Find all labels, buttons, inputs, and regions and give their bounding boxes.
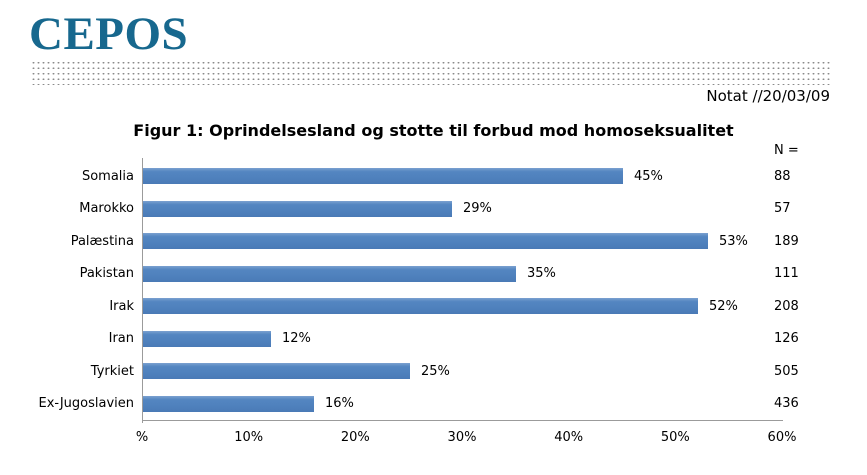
x-tick-label: 40% [554, 430, 584, 445]
value-label: 16% [325, 396, 354, 412]
n-value: 208 [774, 298, 799, 314]
category-label: Pakistan [79, 266, 134, 282]
chart-title: Figur 1: Oprindelsesland og stotte til f… [133, 121, 734, 140]
category-label: Ex-Jugoslavien [38, 396, 135, 412]
n-value: 88 [774, 168, 791, 184]
x-tick-label: 20% [340, 430, 370, 445]
category-label: Tyrkiet [90, 363, 134, 379]
n-value: 505 [774, 363, 799, 379]
bar [143, 395, 314, 412]
notat-date-label: Notat //20/03/09 [706, 87, 830, 105]
bar [143, 233, 708, 250]
n-column-header: N = [774, 143, 799, 158]
x-tick-label: 30% [447, 430, 477, 445]
x-tick-label: 50% [660, 430, 690, 445]
x-tick-label: % [135, 430, 149, 445]
bar [143, 330, 271, 347]
cepos-logo: CEPOS [29, 8, 189, 60]
bar [143, 200, 452, 217]
n-value: 126 [774, 331, 799, 347]
n-value: 189 [774, 233, 799, 249]
category-label: Somalia [81, 168, 134, 184]
value-label: 53% [719, 233, 748, 249]
x-axis-line [142, 420, 783, 421]
value-label: 12% [282, 331, 311, 347]
bar [143, 298, 698, 315]
category-label: Irak [109, 298, 134, 314]
x-tick-label: 60% [767, 430, 797, 445]
value-label: 29% [463, 201, 492, 217]
value-label: 52% [709, 298, 738, 314]
bar [143, 363, 410, 380]
value-label: 45% [634, 168, 663, 184]
category-label: Marokko [79, 201, 134, 217]
bar [143, 265, 516, 282]
dotted-divider [30, 58, 830, 85]
bar [143, 168, 623, 185]
category-label: Palæstina [70, 233, 134, 249]
n-value: 57 [774, 201, 791, 217]
n-value: 111 [774, 266, 799, 282]
value-label: 25% [421, 363, 450, 379]
n-value: 436 [774, 396, 799, 412]
y-axis-line [142, 158, 143, 423]
x-tick-label: 10% [234, 430, 264, 445]
value-label: 35% [527, 266, 556, 282]
category-label: Iran [108, 331, 134, 347]
